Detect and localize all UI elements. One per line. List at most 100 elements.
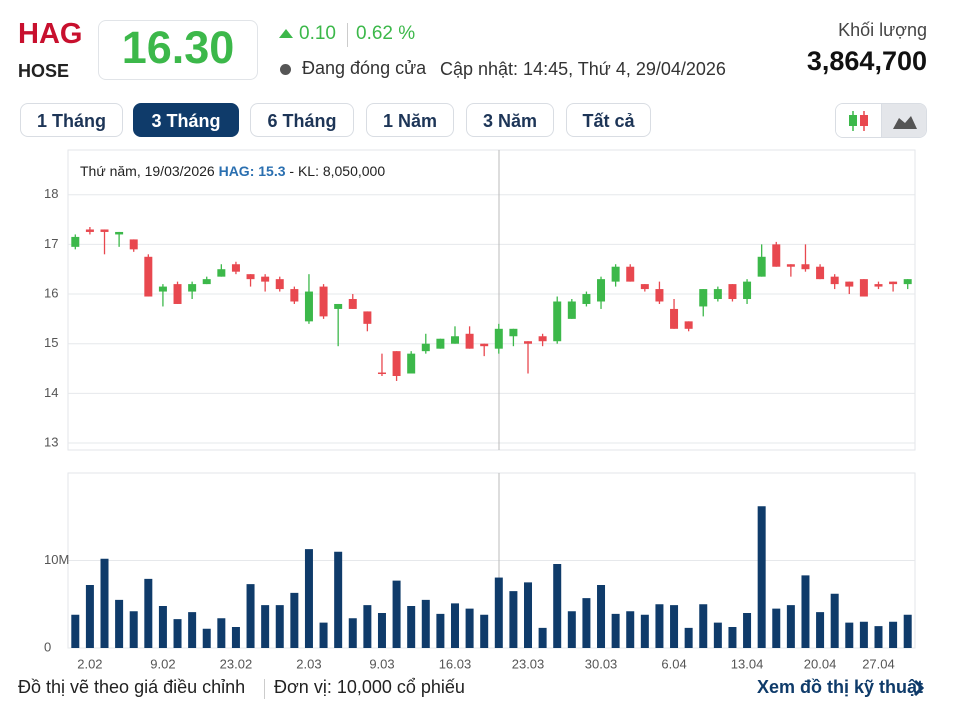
chevron-shape [913, 679, 925, 697]
tooltip-price: 15.3 [258, 163, 285, 179]
toggle-icons [836, 104, 927, 138]
candle-body [173, 284, 182, 304]
candle-body [480, 343, 489, 347]
volume-bar [173, 619, 182, 648]
volume-bar [757, 506, 766, 648]
plot-border [67, 149, 916, 451]
candle-body [188, 284, 197, 292]
volume-bar [567, 611, 576, 648]
candle-body [845, 281, 854, 287]
candle-body [377, 372, 386, 375]
up-arrow-shape [279, 29, 293, 38]
volume-bar [363, 605, 372, 648]
candle-body [597, 279, 606, 302]
volume-bar [582, 598, 591, 648]
y-tick-label: 18 [44, 186, 58, 201]
candle-body [801, 264, 810, 270]
x-tick-label: 13.04 [731, 656, 764, 671]
volume-bar [217, 618, 226, 648]
status-dot [280, 64, 291, 75]
y-tick-label: 16 [44, 285, 58, 300]
y-tick-label: 17 [44, 236, 58, 251]
candle-body [334, 303, 343, 309]
volume-bar [786, 605, 795, 648]
candle-body [903, 279, 912, 285]
candle-body [129, 239, 138, 250]
candle-body [494, 328, 503, 349]
volume-bar [348, 618, 357, 648]
candle-body [655, 289, 664, 302]
candle-body [348, 299, 357, 309]
candle-body [509, 328, 518, 337]
candle-body [626, 266, 635, 282]
volume-bar [553, 564, 562, 648]
volume-bar [246, 584, 255, 648]
x-tick-label: 2.02 [77, 656, 102, 671]
candle-body [261, 276, 270, 282]
symbol: HAG [18, 18, 83, 50]
candle-body [786, 264, 795, 267]
candle-body [816, 266, 825, 280]
icon-body [849, 115, 857, 126]
range-tab[interactable]: 3 Tháng [133, 103, 239, 137]
y-tick-label: 14 [44, 385, 58, 400]
candle-body [611, 266, 620, 282]
candle-body [407, 353, 416, 374]
area-button[interactable] [882, 104, 927, 138]
volume-bar [816, 612, 825, 648]
change: 0.10 [299, 23, 336, 44]
volume-bar [231, 627, 240, 648]
change-percent: 0.62 % [356, 23, 416, 44]
tooltip: Thứ năm, 19/03/2026 HAG: 15.3 - KL: 8,05… [80, 163, 385, 179]
range-tab[interactable]: Tất cả [566, 103, 651, 137]
range-tab[interactable]: 3 Năm [466, 103, 554, 137]
candle-body [144, 256, 153, 297]
volume-bar [801, 575, 810, 648]
candle-body [85, 229, 94, 232]
status: Đang đóng cửa [302, 58, 427, 78]
x-tick-label: 16.03 [439, 656, 472, 671]
candle-button[interactable] [836, 104, 881, 138]
range-tab[interactable]: 1 Năm [366, 103, 454, 137]
candle-body [728, 284, 737, 300]
volume-bar [261, 605, 270, 648]
x-tick-label: 23.03 [512, 656, 545, 671]
volume-bar [275, 605, 284, 648]
volume-bar [684, 627, 693, 648]
chart-type-toggle [835, 103, 927, 138]
icon-area [893, 116, 917, 129]
chevron [913, 679, 925, 697]
volume-bar [71, 614, 80, 648]
candle-body [450, 336, 459, 344]
price-box [98, 20, 258, 80]
candle-body [436, 338, 445, 349]
candle-body [743, 281, 752, 300]
up-arrow [279, 29, 293, 38]
range-tab[interactable]: 6 Tháng [250, 103, 354, 137]
volume-bar [377, 613, 386, 648]
divider [347, 23, 348, 47]
volume-bar [188, 612, 197, 648]
x-tick-label: 9.03 [369, 656, 394, 671]
plot: 13 14 15 16 17 18 [44, 149, 916, 451]
technical-link[interactable]: Xem đồ thị kỹ thuật [756, 677, 923, 697]
volume-bar [597, 585, 606, 648]
x-tick-label: 2.03 [296, 656, 321, 671]
updated: Cập nhật: 14:45, Thứ 4, 29/04/2026 [440, 59, 726, 79]
range-tab[interactable]: 1 Tháng [20, 103, 123, 137]
icon-body [860, 115, 868, 126]
candle-body [859, 279, 868, 297]
volume-label: Khối lượng [838, 20, 927, 40]
y-tick-label: 15 [44, 335, 58, 350]
volume-bar [699, 604, 708, 648]
volume-bar [743, 613, 752, 648]
volume-bar [115, 599, 124, 648]
plot: 0 10M 2.02 9.02 23.02 2.03 9.03 16.03 23.03 30.03… [44, 472, 916, 671]
volume-bar [304, 549, 313, 648]
x-tick-label: 23.02 [220, 656, 253, 671]
candle-body [202, 279, 211, 285]
volume-bar [655, 604, 664, 648]
candle-body [363, 311, 372, 324]
